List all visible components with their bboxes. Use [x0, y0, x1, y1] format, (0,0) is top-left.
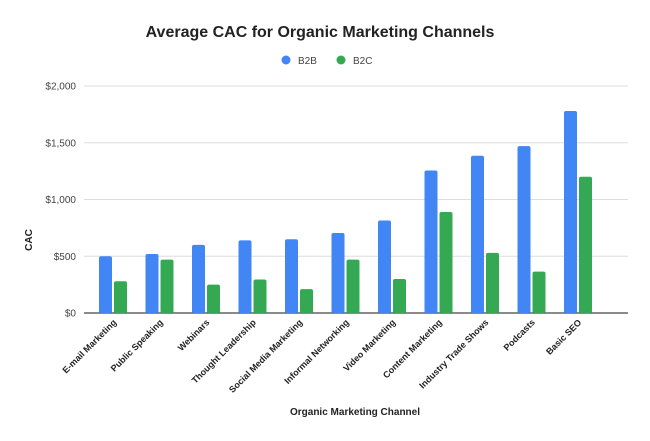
bar-b2c — [207, 284, 220, 313]
chart-title: Average CAC for Organic Marketing Channe… — [146, 24, 495, 41]
bar-b2c — [160, 259, 174, 313]
category-label: Basic SEO — [544, 317, 583, 356]
category-label: Public Speaking — [109, 317, 165, 373]
legend-label: B2C — [353, 56, 372, 67]
y-tick-label: $1,000 — [45, 195, 76, 206]
legend-swatch — [336, 55, 346, 65]
gridlines: $0 $500 $1,000 $1,500 $2,000 — [45, 82, 628, 320]
bar-b2c — [114, 281, 127, 313]
y-tick-label: $500 — [54, 252, 77, 263]
legend: B2B B2C — [281, 55, 372, 67]
legend-swatch — [281, 55, 291, 65]
bar-b2c — [486, 252, 499, 313]
x-axis-label: Organic Marketing Channel — [290, 407, 420, 418]
y-tick-label: $1,500 — [45, 138, 76, 149]
bar-b2b — [285, 239, 298, 313]
bar-b2b — [564, 110, 577, 313]
bar-b2c — [393, 278, 406, 313]
bar-b2b — [471, 155, 484, 313]
bars — [99, 110, 592, 313]
bar-b2b — [378, 220, 391, 313]
bar-b2b — [192, 244, 205, 313]
bar-b2b — [517, 146, 531, 313]
bar-b2c — [439, 211, 453, 313]
y-axis-label: CAC — [24, 229, 35, 251]
category-label: Webinars — [176, 317, 212, 353]
category-label: Podcasts — [502, 317, 537, 352]
bar-b2b — [424, 170, 438, 313]
bar-b2c — [346, 259, 360, 313]
y-tick-label: $0 — [65, 309, 77, 320]
bar-b2b — [331, 232, 345, 313]
bar-b2c — [300, 289, 313, 313]
bar-b2b — [145, 253, 159, 313]
bar-b2b — [99, 256, 112, 313]
legend-label: B2B — [298, 56, 317, 67]
bar-b2c — [532, 271, 546, 313]
bar-b2c — [579, 176, 592, 313]
bar-b2c — [253, 279, 267, 313]
y-tick-label: $2,000 — [45, 82, 76, 93]
bar-b2b — [238, 240, 252, 313]
